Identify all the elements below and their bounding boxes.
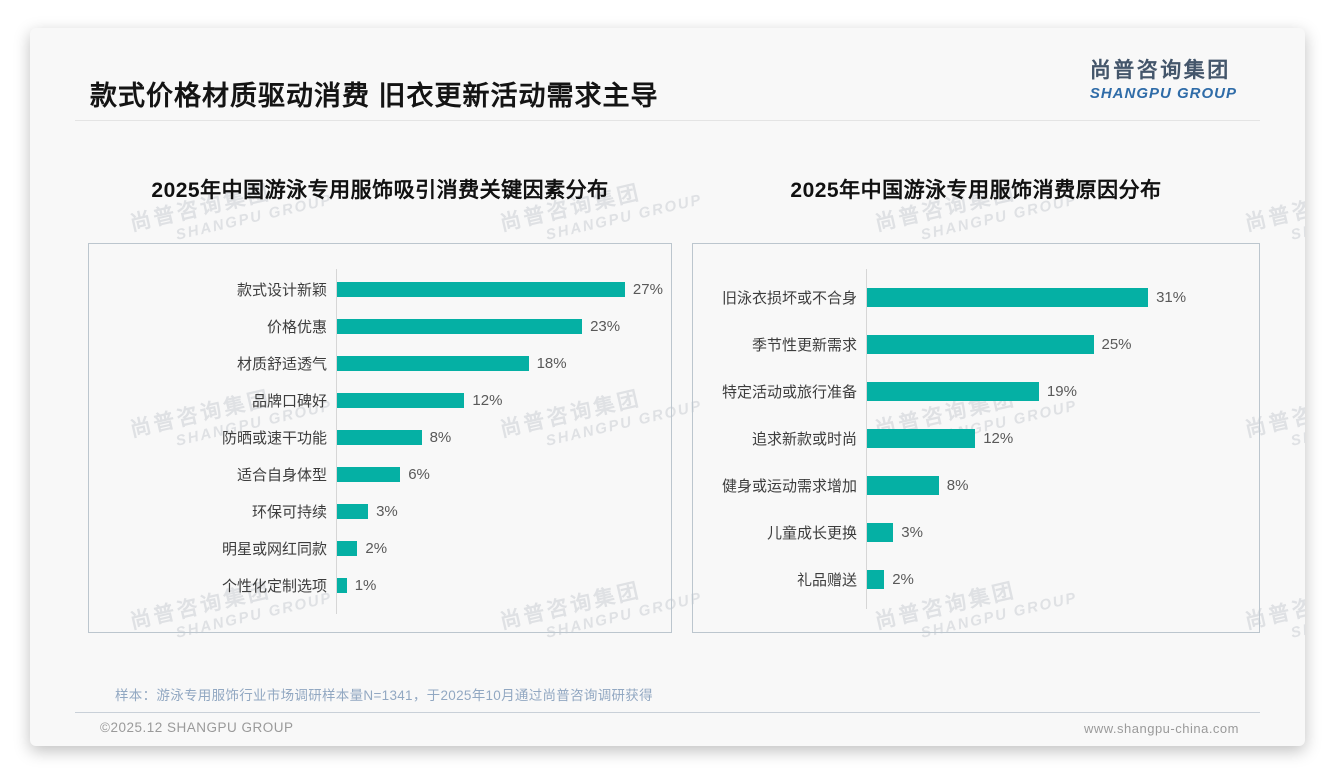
left-chart: 款式设计新颖 27% 价格优惠 23% 材质舒适透气 18% 品牌口碑好 12% 防晒或速干功能…: [88, 243, 672, 633]
category-label: 礼品赠送: [796, 572, 857, 589]
category-label: 健身或运动需求增加: [721, 478, 857, 495]
page-title: 款式价格材质驱动消费 旧衣更新活动需求主导: [90, 81, 659, 111]
bar-row: 环保可持续 3%: [89, 493, 671, 530]
category-label: 旧泳衣损坏或不合身: [721, 290, 857, 307]
bar: [336, 430, 422, 445]
value-label: 31%: [1156, 289, 1187, 306]
bar: [336, 356, 529, 371]
bar: [866, 335, 1094, 354]
bar: [866, 476, 939, 495]
value-label: 2%: [365, 540, 388, 557]
category-label: 环保可持续: [251, 504, 327, 521]
category-label: 儿童成长更换: [766, 525, 857, 542]
sample-note: 样本：游泳专用服饰行业市场调研样本量N=1341，于2025年10月通过尚普咨询…: [115, 688, 653, 703]
value-label: 8%: [429, 429, 452, 446]
bar: [336, 393, 465, 408]
bar: [336, 504, 369, 519]
value-label: 12%: [983, 430, 1014, 447]
logo-english-text: SHANGPU GROUP: [1089, 85, 1237, 102]
category-label: 追求新款或时尚: [751, 431, 857, 448]
value-label: 12%: [472, 392, 503, 409]
bar-row: 追求新款或时尚 12%: [693, 415, 1259, 462]
bar: [866, 382, 1039, 401]
header-divider: [75, 120, 1260, 121]
bar-row: 款式设计新颖 27%: [89, 271, 671, 308]
bar-row: 儿童成长更换 3%: [693, 509, 1259, 556]
category-label: 材质舒适透气: [236, 356, 327, 373]
bar-track: 25%: [866, 335, 1259, 354]
bar-row: 价格优惠 23%: [89, 308, 671, 345]
bar-track: 6%: [336, 466, 671, 483]
category-label: 个性化定制选项: [221, 578, 327, 595]
bar-row: 适合自身体型 6%: [89, 456, 671, 493]
category-label: 季节性更新需求: [751, 337, 857, 354]
bar-track: 23%: [336, 318, 671, 335]
axis-line: [866, 269, 867, 609]
bar-row: 健身或运动需求增加 8%: [693, 462, 1259, 509]
bar-track: 8%: [336, 429, 671, 446]
bar-row: 材质舒适透气 18%: [89, 345, 671, 382]
value-label: 3%: [901, 524, 923, 541]
value-label: 23%: [590, 318, 621, 335]
bar-track: 1%: [336, 577, 671, 594]
bar-row: 防晒或速干功能 8%: [89, 419, 671, 456]
category-label: 适合自身体型: [236, 467, 327, 484]
bar-track: 2%: [866, 570, 1259, 589]
bar: [866, 523, 894, 542]
bar-track: 12%: [336, 392, 671, 409]
bar-track: 2%: [336, 540, 671, 557]
slide-card: 尚普咨询集团 SHANGPU GROUP 尚普咨询集团 SHANGPU GROUP 尚普…: [30, 28, 1305, 746]
bar-track: 12%: [866, 429, 1259, 448]
value-label: 1%: [354, 577, 377, 594]
footer-website: www.shangpu-china.com: [1083, 721, 1239, 736]
bar: [336, 282, 625, 297]
bar-row: 个性化定制选项 1%: [89, 567, 671, 604]
bar: [866, 288, 1149, 307]
right-chart-title: 2025年中国游泳专用服饰消费原因分布: [790, 179, 1162, 202]
category-label: 特定活动或旅行准备: [721, 384, 857, 401]
bar-row: 品牌口碑好 12%: [89, 382, 671, 419]
value-label: 19%: [1046, 383, 1077, 400]
right-chart: 旧泳衣损坏或不合身 31% 季节性更新需求 25% 特定活动或旅行准备 19% 追求新款或时…: [692, 243, 1260, 633]
category-label: 品牌口碑好: [251, 393, 327, 410]
bar: [336, 578, 347, 593]
left-chart-title: 2025年中国游泳专用服饰吸引消费关键因素分布: [151, 179, 609, 202]
bar-track: 18%: [336, 355, 671, 372]
logo-chinese-text: 尚普咨询集团: [1089, 59, 1231, 82]
footer-divider: [75, 712, 1260, 713]
category-label: 款式设计新颖: [236, 282, 327, 299]
bar-row: 礼品赠送 2%: [693, 556, 1259, 603]
value-label: 18%: [536, 355, 567, 372]
bar-row: 旧泳衣损坏或不合身 31%: [693, 274, 1259, 321]
category-label: 防晒或速干功能: [221, 430, 327, 447]
bar: [336, 319, 583, 334]
company-logo: 尚普咨询集团 SHANGPU GROUP: [1090, 54, 1237, 102]
footer-copyright: ©2025.12 SHANGPU GROUP: [100, 720, 294, 735]
axis-line: [336, 269, 337, 614]
bar-track: 27%: [336, 281, 671, 298]
bar-row: 季节性更新需求 25%: [693, 321, 1259, 368]
bar: [336, 467, 401, 482]
value-label: 3%: [376, 503, 398, 520]
value-label: 27%: [632, 281, 663, 298]
value-label: 6%: [408, 466, 430, 483]
bar-track: 3%: [866, 523, 1259, 542]
value-label: 25%: [1101, 336, 1132, 353]
bar: [866, 429, 976, 448]
category-label: 明星或网红同款: [221, 541, 327, 558]
bar-track: 31%: [866, 288, 1259, 307]
value-label: 8%: [946, 477, 969, 494]
value-label: 2%: [892, 571, 914, 588]
bar-track: 3%: [336, 503, 671, 520]
bar-row: 特定活动或旅行准备 19%: [693, 368, 1259, 415]
bar-track: 8%: [866, 476, 1259, 495]
category-label: 价格优惠: [266, 319, 327, 336]
bar: [866, 570, 885, 589]
bar-row: 明星或网红同款 2%: [89, 530, 671, 567]
bar: [336, 541, 358, 556]
bar-track: 19%: [866, 382, 1259, 401]
